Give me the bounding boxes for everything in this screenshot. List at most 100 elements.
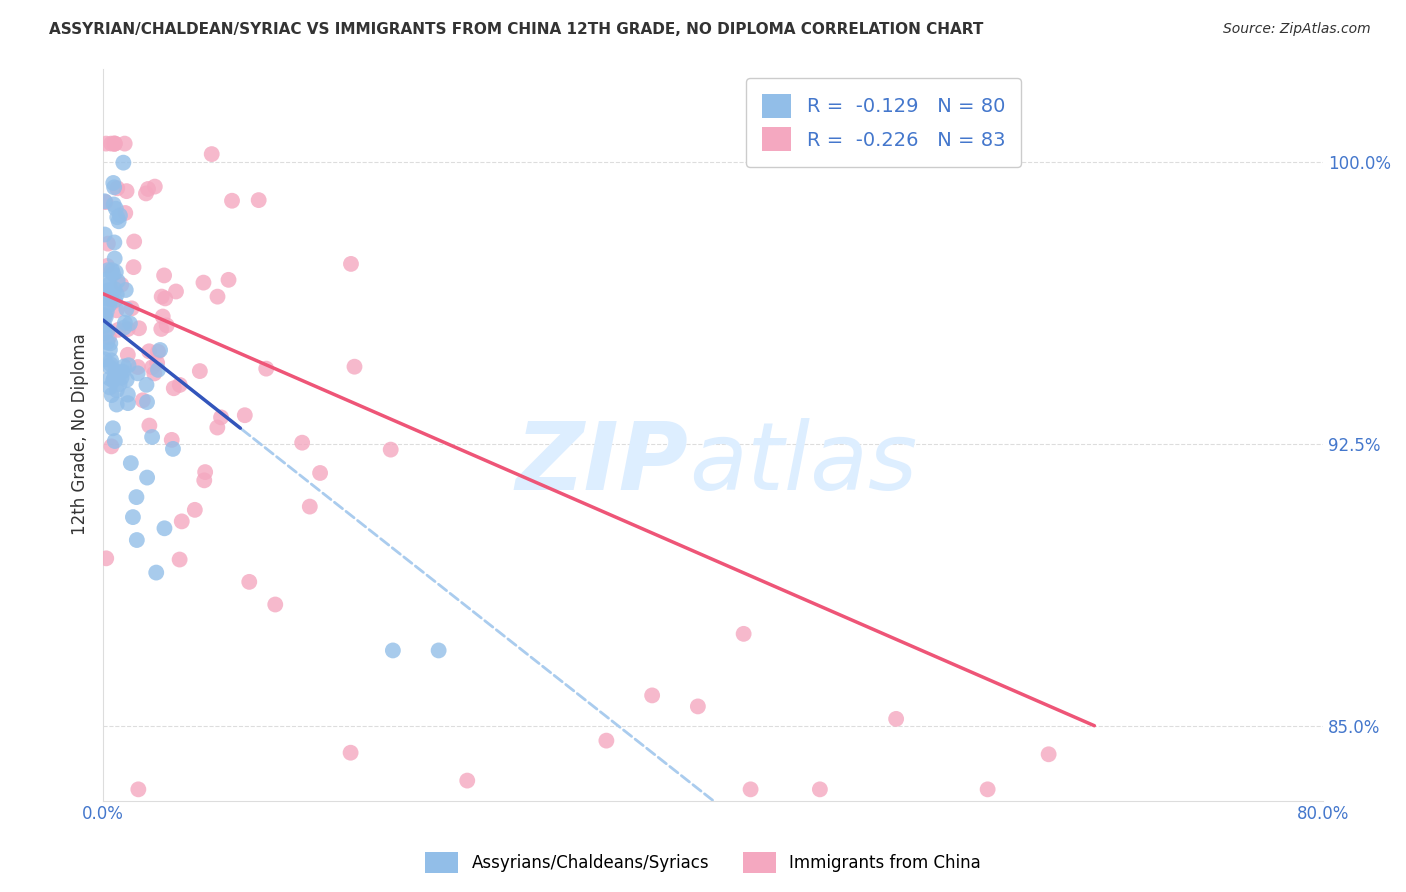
Point	[153, 521, 176, 535]
Point	[103, 295, 125, 310]
Point	[98, 380, 121, 394]
Point	[125, 490, 148, 504]
Point	[104, 202, 127, 216]
Point	[100, 284, 122, 298]
Point	[117, 396, 139, 410]
Point	[1038, 747, 1060, 762]
Point	[218, 273, 240, 287]
Point	[98, 336, 121, 351]
Point	[207, 420, 229, 434]
Point	[104, 252, 127, 266]
Point	[150, 290, 173, 304]
Point	[100, 353, 122, 368]
Point	[103, 176, 125, 190]
Point	[98, 360, 121, 375]
Point	[156, 318, 179, 333]
Point	[105, 181, 128, 195]
Point	[94, 136, 117, 151]
Point	[136, 470, 159, 484]
Point	[188, 364, 211, 378]
Point	[114, 206, 136, 220]
Point	[96, 335, 118, 350]
Point	[100, 292, 122, 306]
Point	[117, 348, 139, 362]
Point	[105, 211, 128, 225]
Text: ASSYRIAN/CHALDEAN/SYRIAC VS IMMIGRANTS FROM CHINA 12TH GRADE, NO DIPLOMA CORRELA: ASSYRIAN/CHALDEAN/SYRIAC VS IMMIGRANTS F…	[49, 22, 984, 37]
Point	[117, 387, 139, 401]
Point	[247, 193, 270, 207]
Point	[117, 322, 139, 336]
Y-axis label: 12th Grade, No Diploma: 12th Grade, No Diploma	[72, 334, 89, 535]
Point	[193, 276, 215, 290]
Point	[96, 324, 118, 338]
Text: Source: ZipAtlas.com: Source: ZipAtlas.com	[1223, 22, 1371, 37]
Point	[97, 263, 120, 277]
Point	[686, 699, 709, 714]
Point	[136, 395, 159, 409]
Point	[145, 566, 167, 580]
Point	[381, 643, 404, 657]
Point	[115, 373, 138, 387]
Point	[141, 430, 163, 444]
Point	[96, 304, 118, 318]
Legend: R =  -0.129   N = 80, R =  -0.226   N = 83: R = -0.129 N = 80, R = -0.226 N = 83	[747, 78, 1021, 167]
Point	[107, 274, 129, 288]
Point	[100, 358, 122, 372]
Point	[152, 310, 174, 324]
Point	[103, 282, 125, 296]
Point	[127, 782, 149, 797]
Point	[98, 371, 121, 385]
Point	[98, 298, 121, 312]
Point	[94, 308, 117, 322]
Text: ZIP: ZIP	[516, 417, 689, 510]
Point	[103, 180, 125, 194]
Point	[108, 377, 131, 392]
Point	[103, 371, 125, 385]
Point	[149, 343, 172, 357]
Point	[112, 320, 135, 334]
Point	[104, 434, 127, 448]
Point	[93, 352, 115, 367]
Point	[98, 343, 121, 357]
Point	[153, 292, 176, 306]
Point	[162, 442, 184, 456]
Point	[194, 465, 217, 479]
Point	[884, 712, 907, 726]
Point	[104, 136, 127, 151]
Point	[143, 367, 166, 381]
Point	[138, 418, 160, 433]
Point	[97, 283, 120, 297]
Point	[169, 378, 191, 392]
Point	[193, 474, 215, 488]
Point	[121, 301, 143, 316]
Point	[135, 186, 157, 201]
Point	[107, 214, 129, 228]
Point	[141, 360, 163, 375]
Point	[339, 746, 361, 760]
Point	[122, 235, 145, 249]
Point	[340, 257, 363, 271]
Point	[111, 365, 134, 379]
Point	[110, 370, 132, 384]
Point	[456, 773, 478, 788]
Point	[101, 263, 124, 277]
Point	[104, 265, 127, 279]
Point	[94, 310, 117, 324]
Point	[105, 303, 128, 318]
Point	[254, 361, 277, 376]
Point	[201, 147, 224, 161]
Point	[118, 317, 141, 331]
Point	[132, 393, 155, 408]
Point	[125, 533, 148, 547]
Point	[146, 363, 169, 377]
Point	[641, 689, 664, 703]
Point	[93, 291, 115, 305]
Point	[127, 359, 149, 374]
Point	[169, 552, 191, 566]
Point	[115, 184, 138, 198]
Point	[127, 367, 149, 381]
Point	[114, 316, 136, 330]
Point	[101, 421, 124, 435]
Point	[207, 290, 229, 304]
Point	[120, 456, 142, 470]
